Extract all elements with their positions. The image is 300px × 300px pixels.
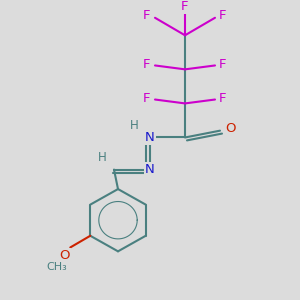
Text: H: H xyxy=(130,119,138,132)
Text: F: F xyxy=(219,9,227,22)
Text: O: O xyxy=(225,122,235,135)
Text: F: F xyxy=(143,9,151,22)
Text: F: F xyxy=(143,92,151,105)
Text: H: H xyxy=(98,152,106,164)
Text: F: F xyxy=(181,0,189,13)
Text: F: F xyxy=(219,58,227,71)
Text: N: N xyxy=(145,131,155,144)
Text: F: F xyxy=(143,58,151,71)
Text: F: F xyxy=(219,92,227,105)
Text: N: N xyxy=(145,163,155,176)
Text: O: O xyxy=(59,249,70,262)
Text: CH₃: CH₃ xyxy=(46,262,67,272)
